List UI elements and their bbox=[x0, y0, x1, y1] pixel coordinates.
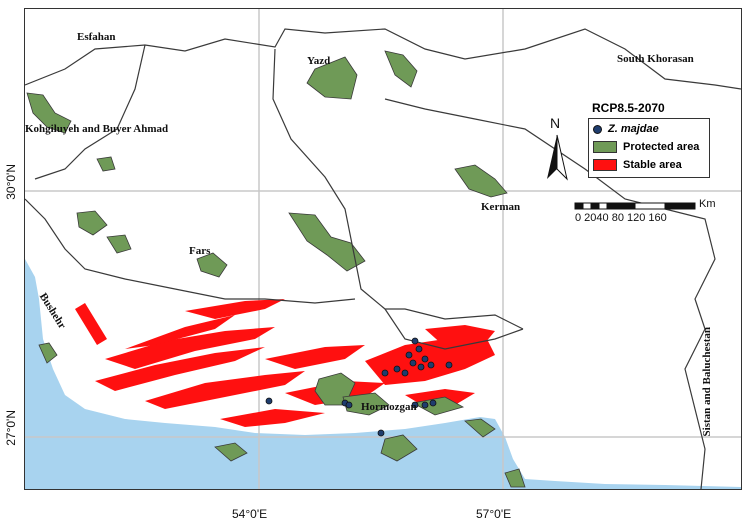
legend-label-protected: Protected area bbox=[623, 141, 700, 153]
province-label-fars: Fars bbox=[189, 245, 211, 257]
province-label-esfahan: Esfahan bbox=[77, 31, 116, 43]
legend-item-occurrence: Z. majdae bbox=[593, 122, 659, 136]
sea-area bbox=[25, 259, 741, 489]
map-frame: Esfahan Yazd South Khorasan Kohgiluyeh a… bbox=[24, 8, 742, 490]
province-label-kerman: Kerman bbox=[481, 201, 521, 213]
scale-bar bbox=[574, 202, 696, 210]
legend-title: RCP8.5-2070 bbox=[592, 101, 665, 115]
north-arrow-label: N bbox=[550, 115, 561, 131]
lon-label-57e: 57°0'E bbox=[476, 507, 512, 521]
province-label-kohgiluyeh: Kohgiluyeh and Buyer Ahmad bbox=[25, 123, 169, 135]
lon-label-54e: 54°0'E bbox=[232, 507, 268, 521]
lat-label-30n: 30°0'N bbox=[4, 164, 18, 200]
lat-label-27n: 27°0'N bbox=[4, 410, 18, 446]
stable-areas bbox=[75, 299, 495, 427]
occurrence-points bbox=[265, 337, 453, 437]
province-label-hormozgan: Hormozgan bbox=[361, 401, 417, 413]
protected-areas bbox=[26, 50, 526, 488]
legend: Z. majdae Protected area Stable area bbox=[588, 118, 710, 178]
legend-label-occurrence: Z. majdae bbox=[608, 123, 659, 135]
graticule bbox=[25, 9, 741, 489]
province-label-sistan: Sistan and Baluchestan bbox=[701, 327, 713, 437]
north-arrow bbox=[547, 134, 568, 181]
scale-bar-unit: Km bbox=[699, 198, 716, 210]
legend-item-protected: Protected area bbox=[593, 140, 699, 154]
legend-label-stable: Stable area bbox=[623, 159, 682, 171]
province-label-south-khorasan: South Khorasan bbox=[617, 53, 694, 65]
map-canvas bbox=[25, 9, 741, 489]
legend-item-stable: Stable area bbox=[593, 158, 682, 172]
province-label-yazd: Yazd bbox=[307, 55, 331, 67]
occurrence-dot-icon bbox=[593, 124, 602, 134]
protected-swatch-icon bbox=[593, 141, 617, 153]
province-borders bbox=[25, 28, 741, 489]
scale-bar-ticks: 0 2040 80 120 160 bbox=[575, 212, 667, 224]
stable-swatch-icon bbox=[593, 159, 617, 171]
